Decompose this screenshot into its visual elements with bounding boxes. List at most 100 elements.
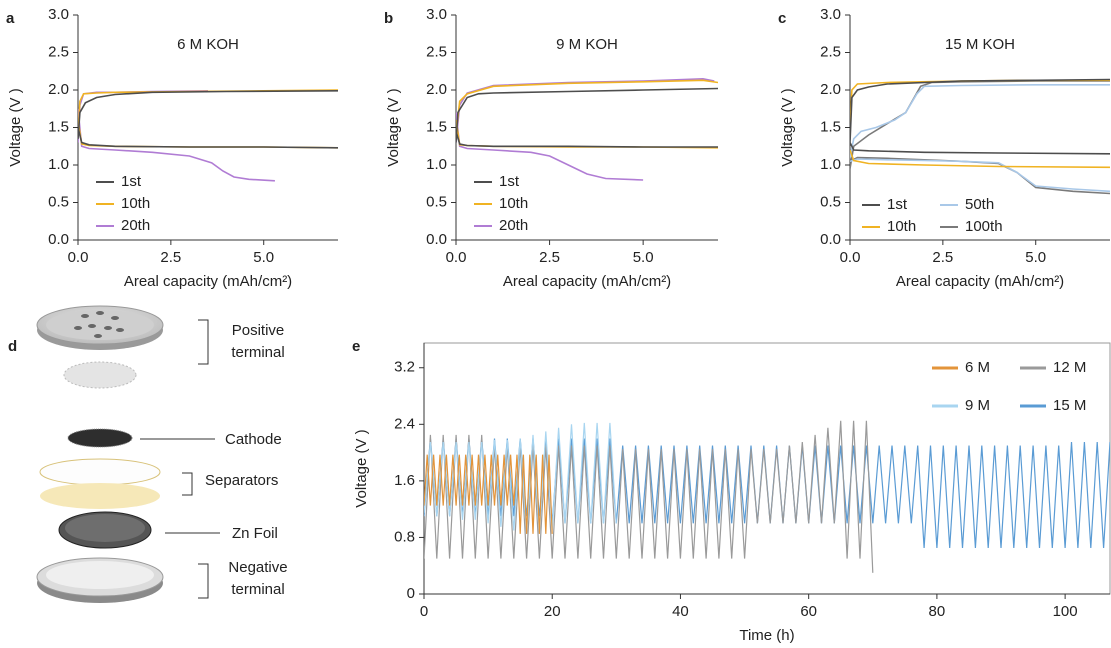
label: terminal bbox=[231, 344, 284, 361]
x-tick-label: 0 bbox=[420, 603, 428, 620]
data-line bbox=[850, 84, 1110, 193]
y-tick-label: 2.5 bbox=[48, 43, 69, 60]
y-tick-label: 1.0 bbox=[48, 156, 69, 173]
x-tick-label: 0.0 bbox=[68, 249, 89, 266]
data-line bbox=[78, 90, 275, 182]
legend-label: 15 M bbox=[1053, 397, 1086, 414]
y-tick-label: 2.4 bbox=[394, 415, 415, 432]
data-line bbox=[78, 89, 338, 149]
legend-label: 20th bbox=[499, 217, 528, 234]
y-tick-label: 3.0 bbox=[48, 6, 69, 23]
legend-label: 10th bbox=[887, 218, 916, 235]
x-axis-label: Areal capacity (mAh/cm²) bbox=[896, 273, 1064, 290]
lid-inner bbox=[46, 310, 154, 340]
label: Zn Foil bbox=[232, 525, 278, 542]
y-tick-label: 3.0 bbox=[820, 6, 841, 23]
y-tick-label: 0.0 bbox=[426, 231, 447, 248]
y-tick-label: 0.8 bbox=[394, 528, 415, 545]
y-tick-label: 2.0 bbox=[426, 81, 447, 98]
y-tick-label: 0.5 bbox=[48, 193, 69, 210]
x-tick-label: 60 bbox=[800, 603, 817, 620]
y-axis-label: Voltage (V ) bbox=[385, 88, 402, 166]
legend-label: 50th bbox=[965, 196, 994, 213]
x-tick-label: 100 bbox=[1053, 603, 1078, 620]
label: Negative bbox=[228, 559, 287, 576]
x-axis-label: Areal capacity (mAh/cm²) bbox=[503, 273, 671, 290]
label: Cathode bbox=[225, 431, 282, 448]
legend-label: 1st bbox=[499, 173, 520, 190]
y-tick-label: 0.0 bbox=[48, 231, 69, 248]
chart-panel: 0.0 0.5 1.0 1.5 2.0 2.5 3.0 0.0 2.5 5.0 Areal capa… bbox=[384, 6, 718, 290]
zn-foil-face bbox=[65, 514, 145, 542]
y-tick-label: 3.2 bbox=[394, 359, 415, 376]
panel-letter: e bbox=[352, 338, 360, 355]
data-line bbox=[456, 77, 715, 181]
data-line bbox=[456, 87, 718, 148]
label: terminal bbox=[231, 581, 284, 598]
legend-label: 1st bbox=[887, 196, 908, 213]
y-tick-label: 1.5 bbox=[48, 118, 69, 135]
x-tick-label: 5.0 bbox=[633, 249, 654, 266]
data-line bbox=[424, 420, 874, 573]
y-tick-label: 1.6 bbox=[394, 472, 415, 489]
x-tick-label: 0.0 bbox=[446, 249, 467, 266]
chart-panel: 0.0 0.5 1.0 1.5 2.0 2.5 3.0 0.0 2.5 5.0 Areal capa… bbox=[6, 6, 338, 290]
label: Positive bbox=[232, 322, 285, 339]
data-line bbox=[424, 422, 617, 534]
y-tick-label: 1.5 bbox=[820, 118, 841, 135]
panel-letter: c bbox=[778, 10, 786, 27]
cell-diagram: d Positive terminal Cathode Separators bbox=[8, 305, 288, 603]
data-line bbox=[78, 90, 338, 149]
y-tick-label: 0.5 bbox=[426, 193, 447, 210]
chart-panel: 0.0 0.5 1.0 1.5 2.0 2.5 3.0 0.0 2.5 5.0 Areal capa… bbox=[778, 6, 1110, 290]
chart-title: 9 M KOH bbox=[556, 36, 618, 53]
panel-letter: a bbox=[6, 10, 15, 27]
y-tick-label: 1.0 bbox=[426, 156, 447, 173]
panel-letter: d bbox=[8, 338, 17, 355]
legend-label: 20th bbox=[121, 217, 150, 234]
y-axis-label: Voltage (V ) bbox=[779, 88, 796, 166]
y-tick-label: 2.0 bbox=[48, 81, 69, 98]
x-tick-label: 2.5 bbox=[539, 249, 560, 266]
y-tick-label: 0.0 bbox=[820, 231, 841, 248]
y-axis-label: Voltage (V ) bbox=[7, 88, 24, 166]
cathode bbox=[67, 428, 133, 448]
legend-label: 1st bbox=[121, 173, 142, 190]
legend-label: 6 M bbox=[965, 359, 990, 376]
lid-holes bbox=[74, 311, 124, 338]
x-tick-label: 20 bbox=[544, 603, 561, 620]
legend-label: 10th bbox=[499, 195, 528, 212]
x-tick-label: 2.5 bbox=[932, 249, 953, 266]
chart-title: 15 M KOH bbox=[945, 36, 1015, 53]
separator-1 bbox=[39, 458, 161, 486]
y-tick-label: 0 bbox=[407, 585, 415, 602]
y-tick-label: 2.0 bbox=[820, 81, 841, 98]
y-tick-label: 1.5 bbox=[426, 118, 447, 135]
chart-title: 6 M KOH bbox=[177, 36, 239, 53]
legend-label: 9 M bbox=[965, 397, 990, 414]
leaders bbox=[140, 319, 220, 599]
legend-label: 100th bbox=[965, 218, 1003, 235]
x-axis-label: Areal capacity (mAh/cm²) bbox=[124, 273, 292, 290]
x-tick-label: 5.0 bbox=[1025, 249, 1046, 266]
x-tick-label: 40 bbox=[672, 603, 689, 620]
y-tick-label: 3.0 bbox=[426, 6, 447, 23]
x-tick-label: 2.5 bbox=[160, 249, 181, 266]
x-tick-label: 5.0 bbox=[253, 249, 274, 266]
mesh bbox=[63, 361, 137, 389]
y-tick-label: 2.5 bbox=[426, 43, 447, 60]
x-tick-label: 80 bbox=[929, 603, 946, 620]
chart-panel: 0 0.8 1.6 2.4 3.2 0 20 40 60 80 100 Time (h) Voltage… bbox=[352, 338, 1111, 644]
y-tick-label: 1.0 bbox=[820, 156, 841, 173]
data-line bbox=[850, 80, 1110, 195]
data-line bbox=[850, 78, 1110, 155]
separator-2 bbox=[40, 483, 160, 509]
data-line bbox=[424, 454, 553, 534]
y-axis-label: Voltage (V ) bbox=[353, 429, 370, 507]
legend-label: 10th bbox=[121, 195, 150, 212]
negative-inner bbox=[46, 561, 154, 589]
x-axis-label: Time (h) bbox=[739, 627, 794, 644]
y-tick-label: 2.5 bbox=[820, 43, 841, 60]
label: Separators bbox=[205, 472, 278, 489]
